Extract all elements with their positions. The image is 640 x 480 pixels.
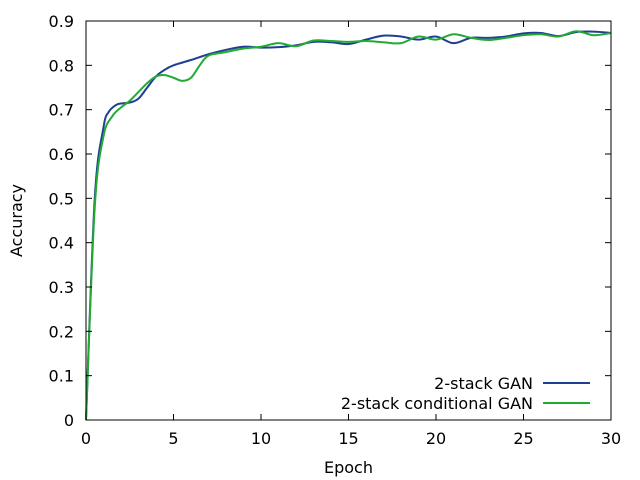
x-tick-label: 5	[168, 429, 178, 448]
y-tick-label: 0	[64, 411, 74, 430]
x-tick-label: 15	[338, 429, 358, 448]
x-axis-title: Epoch	[324, 458, 373, 477]
y-axis-title: Accuracy	[7, 184, 26, 257]
y-tick-label: 0.3	[49, 278, 74, 297]
y-tick-label: 0.8	[49, 56, 74, 75]
y-tick-label: 0.6	[49, 145, 74, 164]
x-tick-label: 25	[513, 429, 533, 448]
y-tick-label: 0.9	[49, 12, 74, 31]
x-tick-label: 20	[426, 429, 446, 448]
x-tick-label: 0	[81, 429, 91, 448]
legend-label: 2-stack conditional GAN	[341, 394, 533, 413]
y-tick-label: 0.7	[49, 101, 74, 120]
y-tick-label: 0.5	[49, 189, 74, 208]
series-line-conditional-gan	[85, 30, 612, 421]
x-tick-label: 10	[251, 429, 271, 448]
legend-label: 2-stack GAN	[434, 374, 533, 393]
y-tick-label: 0.2	[49, 322, 74, 341]
x-tick-label: 30	[601, 429, 621, 448]
y-tick-label: 0.4	[49, 234, 74, 253]
series-layer	[85, 30, 612, 421]
ticks-layer: 0 5 10 15 20 25 30 0 0.1 0.2 0.3 0.4 0.5 0.6 0.7 0.8 0.9	[49, 12, 622, 448]
y-tick-label: 0.1	[49, 367, 74, 386]
